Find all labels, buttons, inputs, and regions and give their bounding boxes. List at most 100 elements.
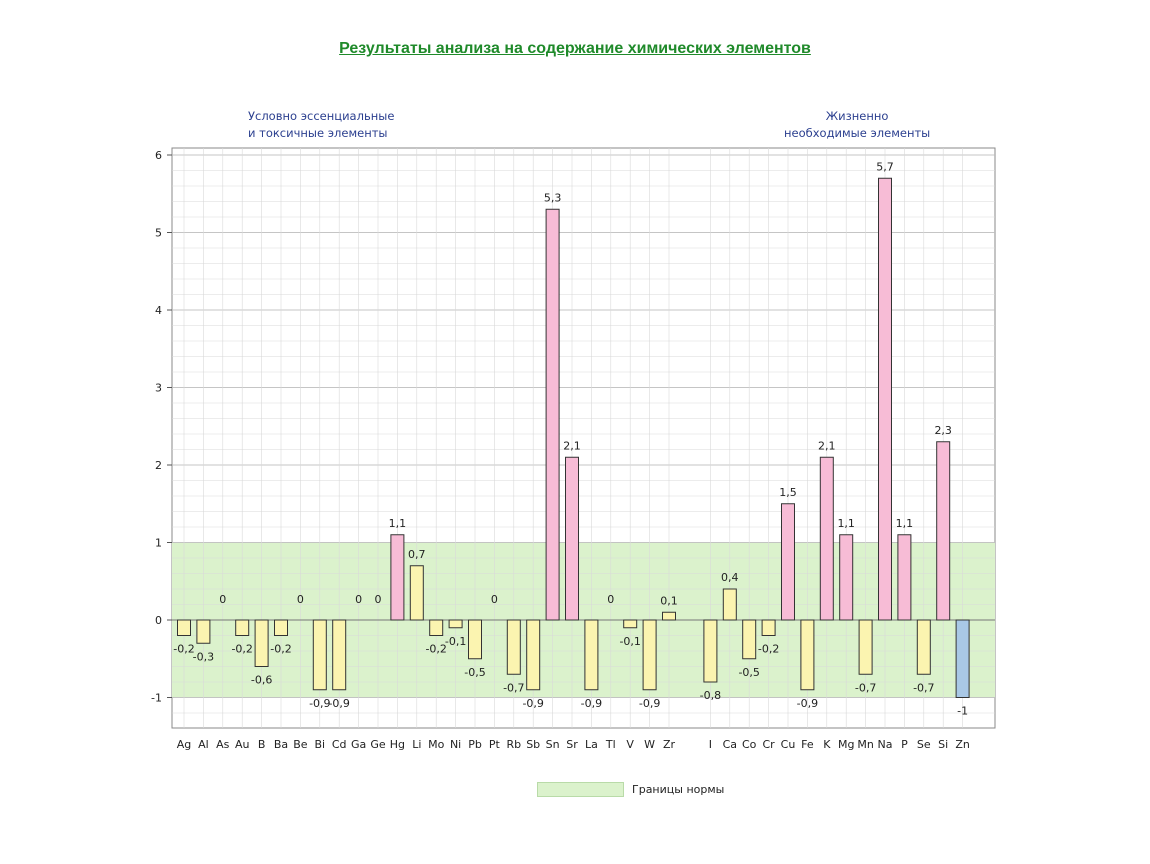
bar-cr: [761, 619, 776, 636]
category-label: Si: [938, 738, 948, 751]
bar-zr: [662, 611, 676, 621]
value-label: -0,9: [309, 697, 330, 710]
category-label: Rb: [506, 738, 521, 751]
category-label: P: [901, 738, 908, 751]
bar-al: [196, 619, 211, 644]
value-label: 0: [607, 593, 614, 606]
value-label: -1: [957, 705, 968, 718]
y-tick-label: 5: [155, 227, 162, 240]
bar-na: [878, 177, 892, 621]
bar-fe: [800, 619, 815, 691]
category-label: Au: [235, 738, 250, 751]
value-label: -0,7: [913, 681, 934, 694]
value-label: 0: [297, 593, 304, 606]
value-label: -0,1: [619, 635, 640, 648]
category-label: As: [216, 738, 230, 751]
y-tick-label: 2: [155, 459, 162, 472]
category-label: Bi: [314, 738, 325, 751]
category-label: Al: [198, 738, 209, 751]
bar-w: [642, 619, 657, 691]
category-label: Hg: [390, 738, 405, 751]
value-label: -0,2: [270, 643, 291, 656]
legend-swatch-norm: [537, 782, 624, 797]
y-tick-label: 4: [155, 304, 162, 317]
category-label: Zr: [663, 738, 676, 751]
legend: Границы нормы: [537, 782, 724, 797]
group-label-toxic: Условно эссенциальные и токсичные элемен…: [248, 109, 395, 140]
category-label: W: [644, 738, 655, 751]
category-label: Cr: [762, 738, 775, 751]
value-label: 0,1: [660, 594, 678, 607]
bar-b: [254, 619, 269, 667]
value-label: -0,7: [503, 681, 524, 694]
bar-la: [584, 619, 599, 691]
bar-ca: [722, 588, 737, 621]
group-label-essential: Жизненно необходимые элементы: [784, 109, 931, 140]
bar-li: [409, 565, 424, 621]
value-label: -0,2: [173, 643, 194, 656]
value-label: 0: [491, 593, 498, 606]
bar-zn: [955, 619, 970, 698]
value-label: -0,2: [231, 643, 252, 656]
category-label: I: [709, 738, 712, 751]
category-label: Mg: [838, 738, 854, 751]
bar-au: [235, 619, 250, 636]
bar-v: [623, 619, 638, 629]
value-label: 0,7: [408, 548, 426, 561]
value-label: -0,6: [251, 674, 272, 687]
bar-ag: [177, 619, 191, 636]
category-label: Tl: [605, 738, 616, 751]
value-label: -0,9: [639, 697, 660, 710]
category-label: Sb: [526, 738, 540, 751]
bar-rb: [506, 619, 521, 675]
value-label: -0,9: [797, 697, 818, 710]
category-label: Be: [293, 738, 308, 751]
category-label: Mo: [428, 738, 444, 751]
bar-mn: [858, 619, 873, 675]
bar-se: [916, 619, 931, 675]
value-label: 0: [375, 593, 382, 606]
legend-label: Границы нормы: [632, 783, 725, 796]
category-label: B: [258, 738, 266, 751]
bar-p: [897, 534, 912, 621]
category-label: Fe: [801, 738, 814, 751]
value-label: -0,2: [758, 643, 779, 656]
y-tick-label: 0: [155, 614, 162, 627]
value-label: -0,1: [445, 635, 466, 648]
category-label: Se: [917, 738, 931, 751]
value-label: 1,1: [389, 517, 407, 530]
category-label: La: [585, 738, 598, 751]
category-label: Cd: [332, 738, 347, 751]
bar-si: [936, 441, 951, 621]
category-label: Sr: [566, 738, 578, 751]
value-label: 1,5: [779, 486, 797, 499]
category-label: Pt: [489, 738, 501, 751]
category-label: Sn: [546, 738, 560, 751]
category-label: Ga: [351, 738, 366, 751]
category-label: Ge: [370, 738, 386, 751]
category-label: Ca: [723, 738, 737, 751]
category-label: K: [823, 738, 831, 751]
y-tick-label: 6: [155, 149, 162, 162]
category-label: Ni: [450, 738, 461, 751]
bar-sn: [545, 208, 560, 621]
bar-k: [819, 456, 834, 621]
bar-mg: [839, 534, 854, 621]
value-label: -0,9: [522, 697, 543, 710]
value-label: -0,5: [464, 666, 485, 679]
value-label: -0,8: [700, 689, 721, 702]
bar-cd: [332, 619, 347, 691]
value-label: 5,3: [544, 191, 562, 204]
value-label: -0,2: [425, 643, 446, 656]
category-label: Li: [412, 738, 421, 751]
value-label: 1,1: [896, 517, 914, 530]
category-label: Na: [878, 738, 893, 751]
value-label: 0: [219, 593, 226, 606]
category-label: Mn: [857, 738, 873, 751]
bar-hg: [390, 534, 405, 621]
bar-sr: [565, 456, 579, 621]
y-tick-label: 1: [155, 537, 162, 550]
bar-sb: [526, 619, 541, 691]
value-label: 2,3: [934, 424, 952, 437]
bar-co: [742, 619, 757, 660]
